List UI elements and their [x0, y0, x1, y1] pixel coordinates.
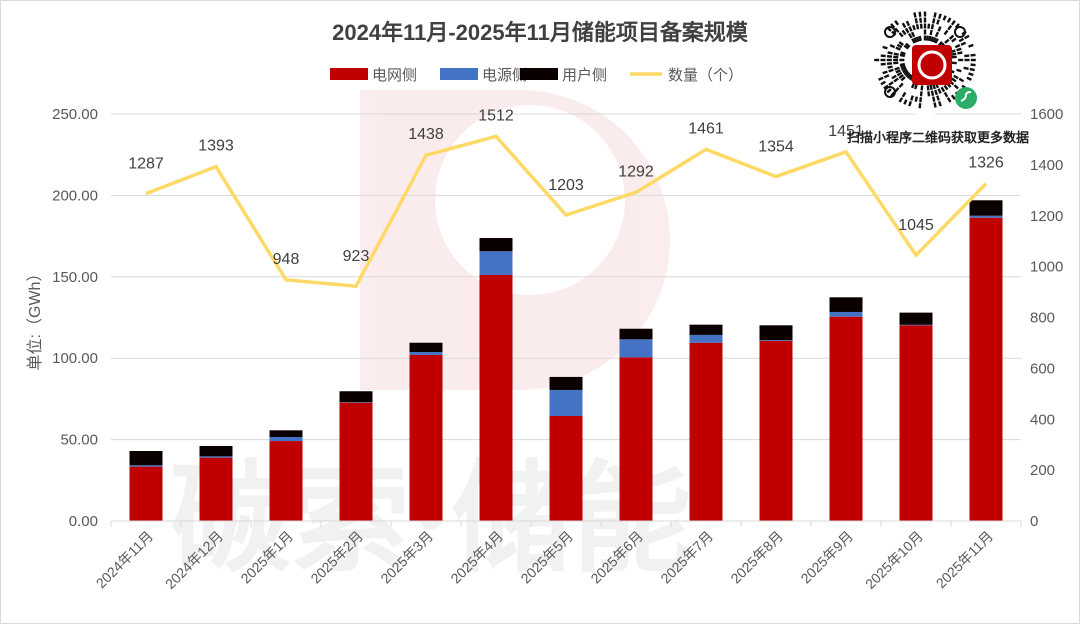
legend-item[interactable]: 数量（个） — [630, 67, 743, 84]
y-tick-label: 150.00 — [52, 269, 98, 286]
bar-用户侧 — [199, 445, 233, 457]
logo-c-icon — [917, 50, 947, 80]
y-tick-label: 250.00 — [52, 106, 98, 123]
bar-电网侧 — [899, 325, 933, 521]
y2-tick-label: 400 — [1030, 411, 1055, 428]
count-data-label: 1438 — [408, 126, 444, 143]
legend-label: 电源侧 — [482, 67, 527, 84]
legend-label: 电网侧 — [372, 67, 417, 84]
legend-item[interactable]: 电源侧 — [440, 67, 527, 84]
y2-tick-label: 1400 — [1030, 157, 1063, 174]
bar-电网侧 — [269, 441, 303, 521]
bar-电网侧 — [129, 466, 163, 521]
count-data-label: 1203 — [548, 177, 584, 194]
legend-label: 用户侧 — [562, 67, 607, 84]
bar-电源侧 — [269, 436, 303, 442]
bar-电源侧 — [619, 339, 653, 358]
count-data-label: 1326 — [968, 155, 1004, 172]
bar-用户侧 — [689, 324, 723, 335]
bars — [129, 200, 1003, 521]
bar-用户侧 — [129, 450, 163, 466]
bar-用户侧 — [829, 297, 863, 312]
bar-用户侧 — [619, 328, 653, 340]
bar-用户侧 — [969, 200, 1003, 216]
y2-tick-label: 1600 — [1030, 106, 1063, 123]
count-line-path — [145, 134, 988, 289]
bar-电源侧 — [129, 465, 163, 467]
y-tick-label: 50.00 — [60, 432, 98, 449]
bar-电源侧 — [199, 456, 233, 458]
legend-swatch — [330, 68, 368, 80]
count-line: 1287 1393 948 923 1438 1512 1203 1292 1461 1354 14… — [128, 107, 1004, 289]
bar-电源侧 — [549, 389, 583, 416]
legend-label: 数量（个） — [668, 67, 743, 84]
qr-caption: 扫描小程序二维码获取更多数据 — [847, 130, 1029, 146]
y2-tick-label: 0 — [1030, 513, 1038, 530]
y2-tick-label: 1200 — [1030, 208, 1063, 225]
count-data-label: 948 — [273, 251, 300, 268]
bar-用户侧 — [759, 325, 793, 341]
y2-tick-label: 200 — [1030, 462, 1055, 479]
bar-电源侧 — [969, 215, 1003, 218]
bar-电源侧 — [829, 311, 863, 317]
qr-pattern — [874, 11, 976, 109]
legend-swatch — [520, 68, 558, 80]
count-data-label: 1461 — [688, 120, 724, 137]
legend: 电网侧 电源侧 用户侧 数量（个） — [330, 67, 743, 84]
bar-用户侧 — [409, 342, 443, 353]
bar-电网侧 — [479, 275, 513, 521]
count-data-label: 1287 — [128, 156, 164, 173]
bar-电源侧 — [689, 334, 723, 343]
chart-title: 2024年11月-2025年11月储能项目备案规模 — [332, 20, 749, 45]
bar-电网侧 — [409, 354, 443, 521]
count-data-label: 1354 — [758, 139, 794, 156]
legend-item[interactable]: 用户侧 — [520, 67, 607, 84]
y-tick-label: 100.00 — [52, 350, 98, 367]
bar-用户侧 — [899, 312, 933, 325]
bar-电网侧 — [689, 342, 723, 521]
bar-电网侧 — [759, 340, 793, 521]
legend-item[interactable]: 电网侧 — [330, 67, 417, 84]
bar-电源侧 — [479, 251, 513, 276]
y2-tick-label: 600 — [1030, 360, 1055, 377]
count-data-label: 923 — [343, 248, 370, 265]
bar-电源侧 — [409, 352, 443, 355]
count-data-label: 1045 — [898, 217, 934, 234]
y-tick-label: 0.00 — [69, 513, 98, 530]
y2-tick-label: 1000 — [1030, 259, 1063, 276]
bar-电网侧 — [549, 415, 583, 521]
y2-tick-label: 800 — [1030, 310, 1055, 327]
legend-swatch — [440, 68, 478, 80]
y-tick-label: 200.00 — [52, 187, 98, 204]
qr-code[interactable] — [870, 5, 980, 115]
bar-电源侧 — [759, 340, 793, 341]
y-axis-label: 单位:（GWh） — [26, 266, 44, 371]
bar-电网侧 — [199, 457, 233, 521]
bar-用户侧 — [339, 391, 373, 403]
bar-电网侧 — [969, 217, 1003, 521]
count-data-label: 1451 — [828, 123, 864, 140]
count-data-label: 1512 — [478, 107, 514, 124]
count-data-label: 1393 — [198, 138, 234, 155]
bar-电网侧 — [339, 402, 373, 521]
bar-用户侧 — [479, 238, 513, 252]
bar-电网侧 — [829, 316, 863, 521]
count-data-label: 1292 — [618, 163, 654, 180]
bar-用户侧 — [549, 376, 583, 390]
bar-电网侧 — [619, 357, 653, 521]
bar-用户侧 — [269, 430, 303, 437]
